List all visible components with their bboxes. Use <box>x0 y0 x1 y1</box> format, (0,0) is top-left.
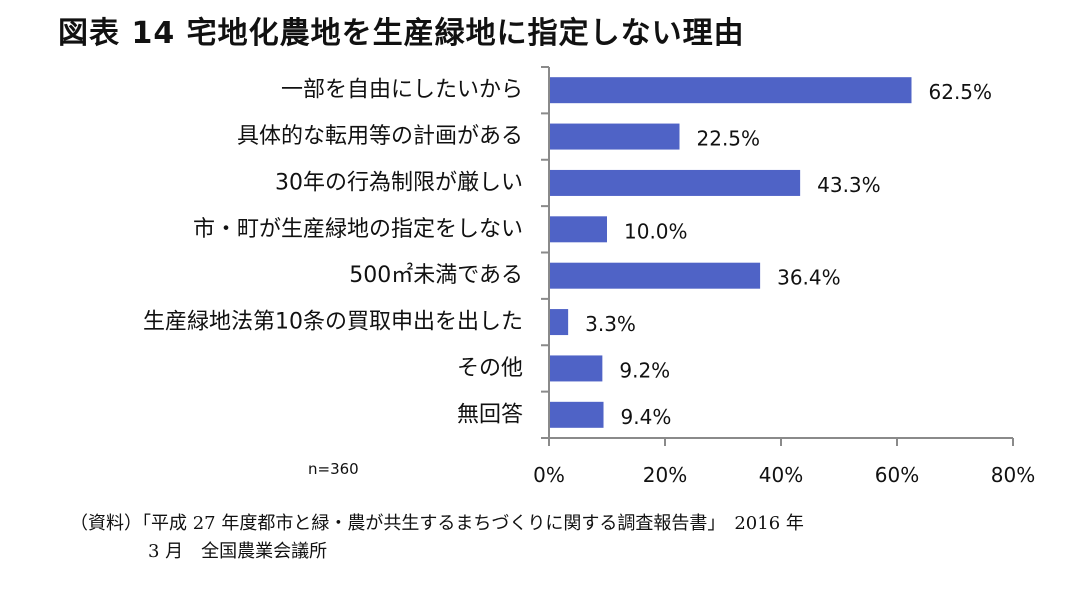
bar <box>550 77 912 104</box>
data-label: 62.5% <box>929 80 993 104</box>
category-label: 生産緑地法第10条の買取申出を出した <box>143 310 523 335</box>
x-tick-label: 0% <box>533 463 565 487</box>
category-label: 一部を自由にしたいから <box>281 78 523 103</box>
source-line-2: 3 月 全国農業会議所 <box>148 541 328 562</box>
source-line-1: （資料）「平成 27 年度都市と緑・農が共生するまちづくりに関する調査報告書」 … <box>70 513 804 534</box>
bar <box>550 401 604 428</box>
category-label: その他 <box>457 356 523 381</box>
data-label: 10.0% <box>624 219 688 243</box>
x-tick-label: 20% <box>643 463 687 487</box>
chart-title: 図表 14 宅地化農地を生産緑地に指定しない理由 <box>58 16 745 51</box>
x-tick-label: 40% <box>759 463 803 487</box>
data-label: 3.3% <box>585 312 636 336</box>
category-label: 無回答 <box>457 402 523 427</box>
bar <box>550 216 607 243</box>
data-label: 36.4% <box>777 266 841 290</box>
data-label: 9.4% <box>621 405 672 429</box>
x-tick-label: 80% <box>991 463 1035 487</box>
data-label: 43.3% <box>817 173 881 197</box>
source-note: （資料）「平成 27 年度都市と緑・農が共生するまちづくりに関する調査報告書」 … <box>70 510 1050 566</box>
data-label: 9.2% <box>619 358 670 382</box>
category-label: 30年の行為制限が厳しい <box>275 170 523 195</box>
bar <box>550 123 680 150</box>
sample-size-note: n=360 <box>308 460 359 478</box>
bar <box>550 355 603 382</box>
category-label: 500㎡未満である <box>349 262 523 288</box>
bar <box>550 262 761 289</box>
category-label: 市・町が生産緑地の指定をしない <box>193 217 523 242</box>
bar <box>550 169 801 196</box>
category-label: 具体的な転用等の計画がある <box>237 124 523 149</box>
bar <box>550 309 569 336</box>
x-tick-label: 60% <box>875 463 919 487</box>
data-label: 22.5% <box>697 127 761 151</box>
